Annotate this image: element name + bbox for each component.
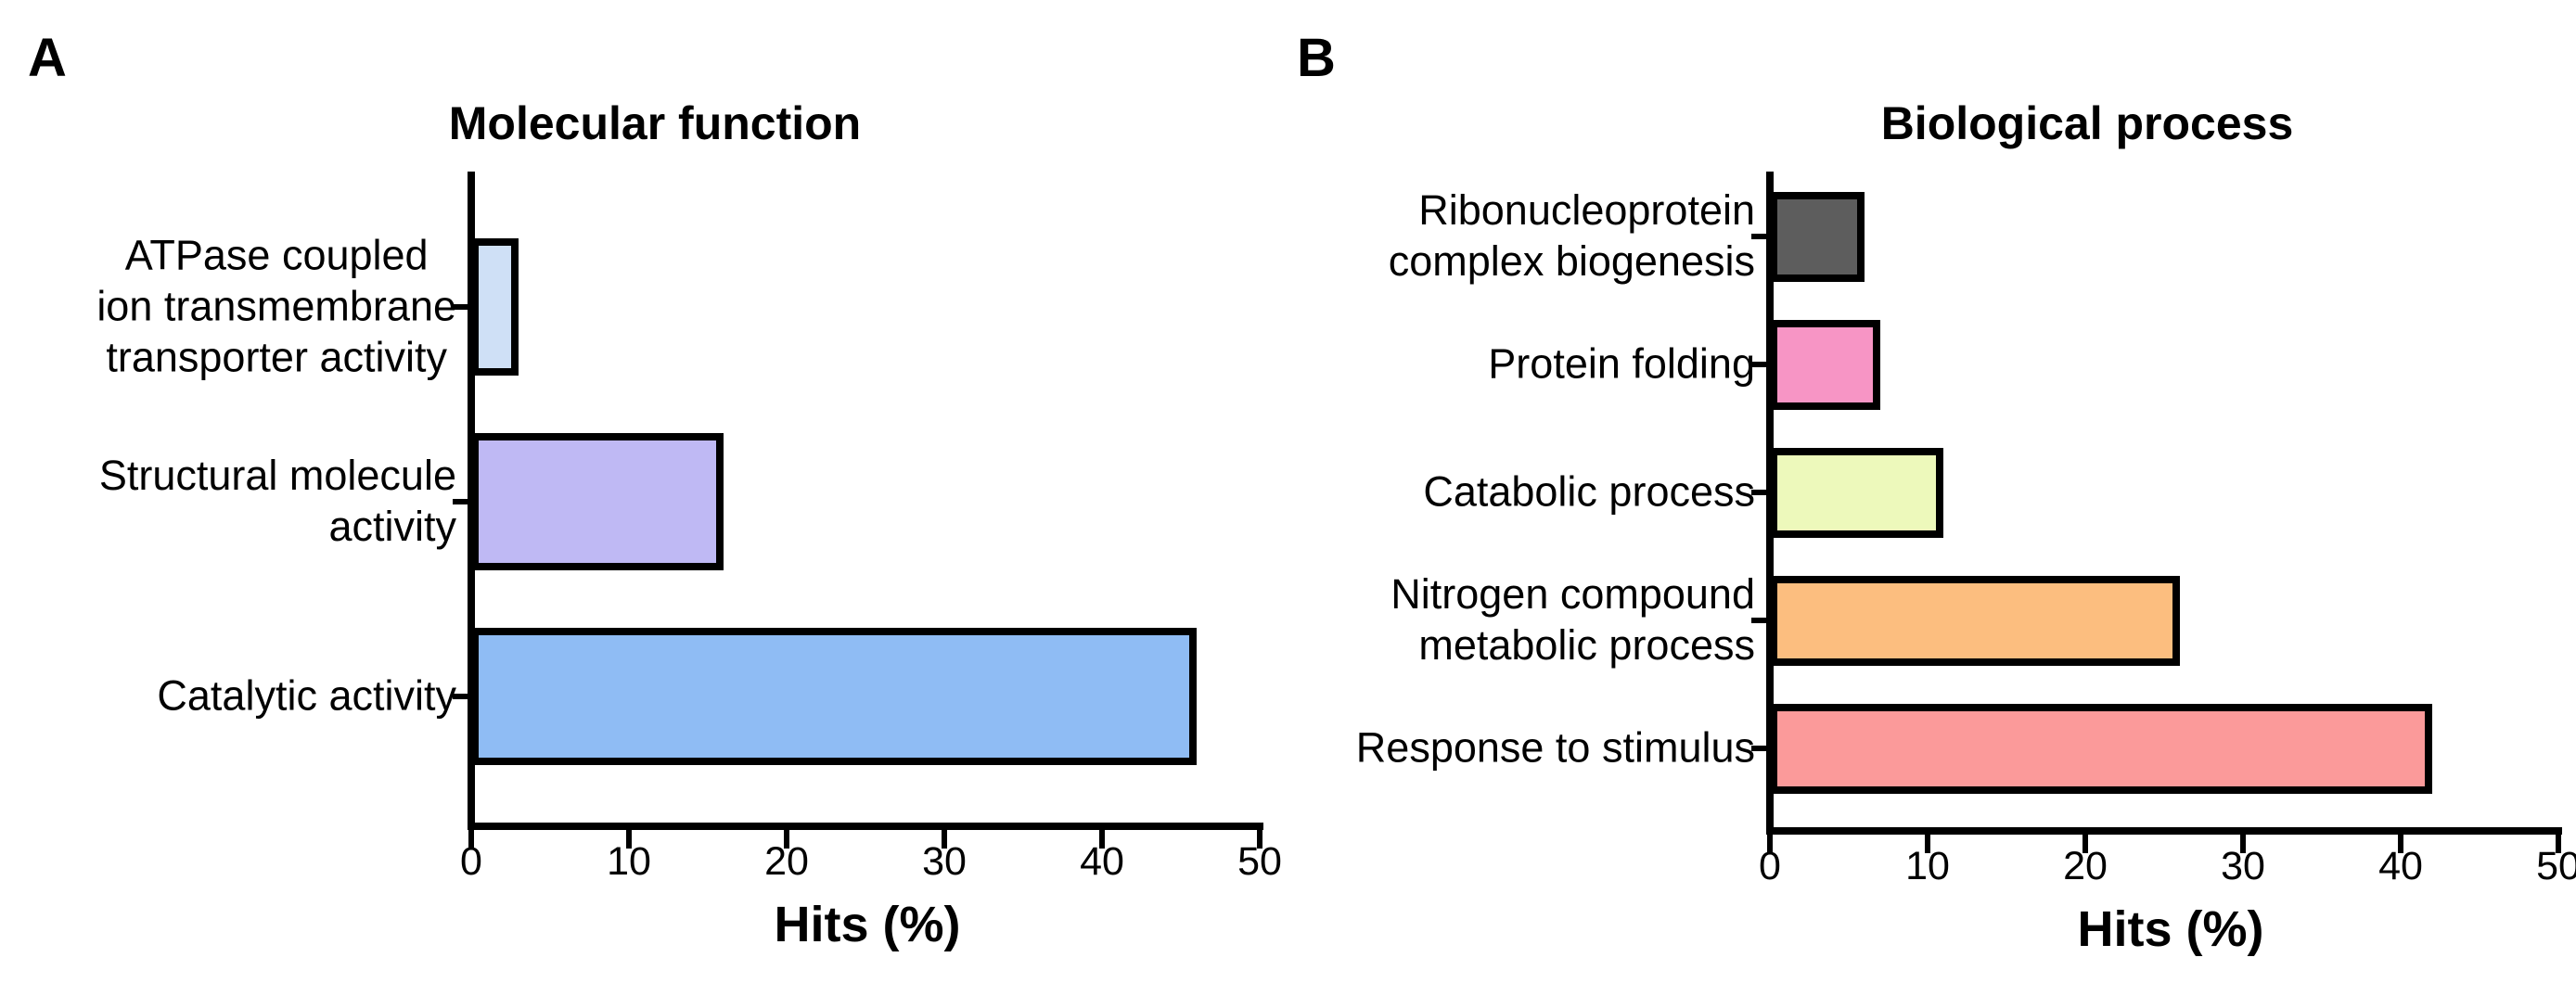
x-axis-tick — [2398, 835, 2403, 853]
x-axis-tick-label: 20 — [2063, 844, 2108, 888]
bar-catabolic-process — [1770, 448, 1943, 538]
x-axis-tick-label: 10 — [1905, 844, 1950, 888]
x-axis-tick — [1257, 830, 1262, 849]
bar-atpase-coupled-ion-transmembrane-transporter-activity — [471, 238, 519, 376]
x-axis-tick — [1099, 830, 1105, 849]
category-label-response-to-stimulus: Response to stimulus — [1355, 723, 1755, 772]
y-axis-tick — [453, 304, 468, 310]
x-axis-tick-label: 10 — [607, 839, 651, 884]
y-axis-tick — [1751, 234, 1766, 239]
y-axis-tick — [1751, 618, 1766, 623]
x-axis-tick — [1925, 835, 1930, 853]
chart-title: Molecular function — [448, 97, 862, 149]
x-axis-tick-label: 50 — [2536, 844, 2576, 888]
bar-protein-folding — [1770, 320, 1880, 410]
bar-nitrogen-compound-metabolic-process — [1770, 576, 2180, 666]
x-axis-tick-label: 0 — [460, 839, 482, 884]
x-axis-tick — [626, 830, 632, 849]
x-axis-title: Hits (%) — [774, 897, 961, 952]
x-axis-tick-label: 50 — [1237, 839, 1282, 884]
chart-title: Biological process — [1880, 97, 2294, 149]
x-axis-line — [468, 823, 1263, 830]
x-axis-tick-label: 30 — [2221, 844, 2265, 888]
category-label-atpase-coupled-ion-transmembrane-transporter-activity: ATPase coupled ion transmembrane transpo… — [96, 231, 456, 381]
panel-letter-b: B — [1297, 28, 1336, 88]
x-axis-tick-label: 0 — [1759, 844, 1781, 888]
x-axis-line — [1766, 827, 2562, 835]
bar-structural-molecule-activity — [471, 433, 724, 570]
category-label-ribonucleoprotein-complex-biogenesis: Ribonucleoprotein complex biogenesis — [1388, 186, 1755, 285]
y-axis-tick — [1751, 746, 1766, 751]
x-axis-tick — [942, 830, 947, 849]
x-axis-tick — [468, 830, 474, 849]
x-axis-tick — [1767, 835, 1773, 853]
x-axis-tick-label: 40 — [2378, 844, 2423, 888]
category-label-protein-folding: Protein folding — [1488, 339, 1755, 388]
x-axis-title: Hits (%) — [2077, 901, 2264, 957]
bar-ribonucleoprotein-complex-biogenesis — [1770, 192, 1865, 282]
bar-response-to-stimulus — [1770, 704, 2432, 794]
y-axis-tick — [453, 499, 468, 504]
x-axis-tick-label: 40 — [1080, 839, 1124, 884]
x-axis-tick — [2083, 835, 2088, 853]
x-axis-tick — [2240, 835, 2246, 853]
category-label-catabolic-process: Catabolic process — [1423, 467, 1755, 516]
category-label-structural-molecule-activity: Structural molecule activity — [98, 452, 456, 550]
x-axis-tick-label: 30 — [922, 839, 967, 884]
y-axis-tick — [1751, 362, 1766, 367]
x-axis-tick — [784, 830, 789, 849]
y-axis-tick — [1751, 490, 1766, 495]
panel-letter-a: A — [28, 28, 67, 88]
x-axis-tick-label: 20 — [764, 839, 809, 884]
bar-catalytic-activity — [471, 628, 1197, 765]
x-axis-tick — [2556, 835, 2561, 853]
category-label-nitrogen-compound-metabolic-process: Nitrogen compound metabolic process — [1391, 570, 1755, 669]
y-axis-tick — [453, 694, 468, 699]
category-label-catalytic-activity: Catalytic activity — [157, 671, 456, 720]
